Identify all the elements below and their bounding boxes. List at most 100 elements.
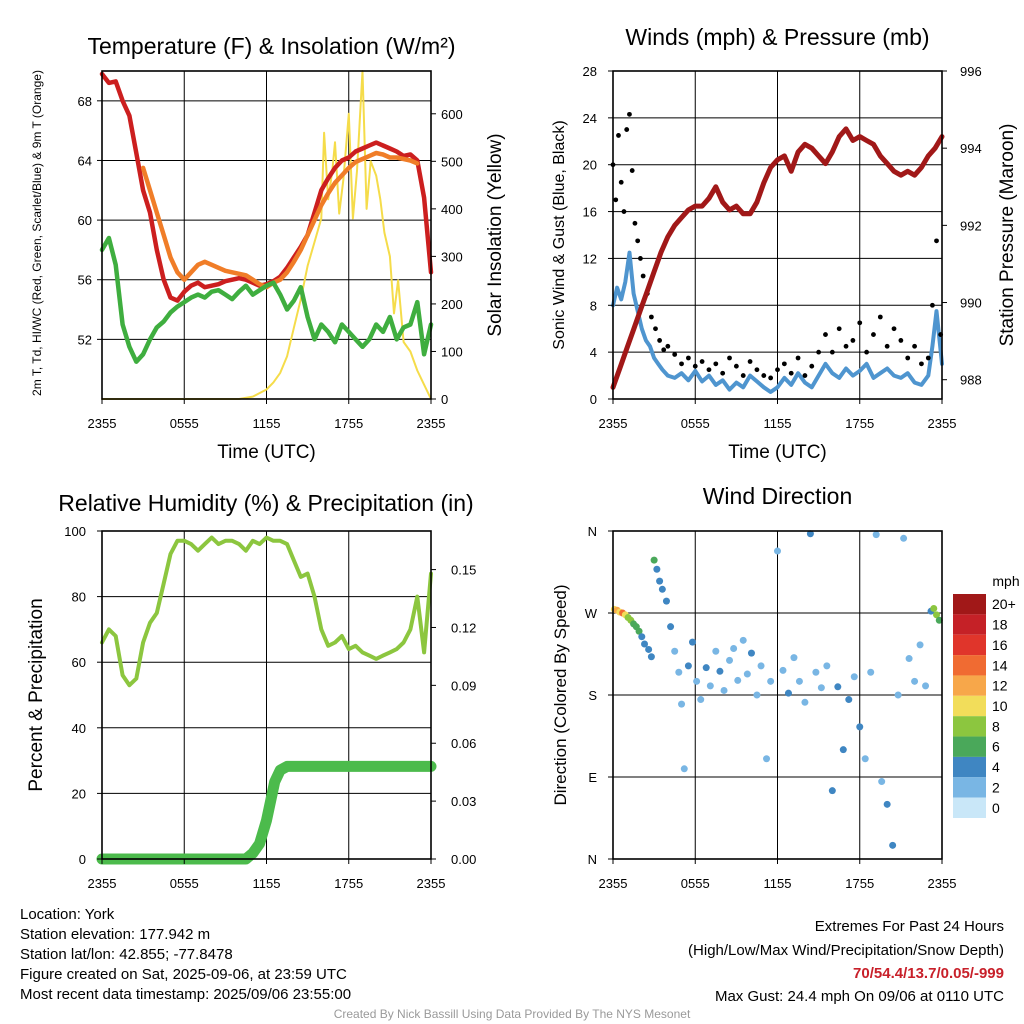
wind-direction-point	[930, 604, 938, 612]
colorbar-label: 18	[992, 617, 1008, 633]
colorbar-label: 20+	[992, 596, 1016, 612]
winds-gust-point	[616, 133, 621, 138]
temperature-series-9m-t	[140, 150, 420, 290]
wind-direction-point	[823, 662, 831, 670]
humidity-xtick-label: 1155	[253, 876, 281, 891]
wind-direction-xtick-label: 0555	[681, 876, 710, 891]
wind-direction-point	[784, 689, 792, 697]
wind-direction-ytick-label: W	[585, 606, 598, 621]
wind-direction-point	[850, 673, 858, 681]
winds-xtick-label: 0555	[681, 416, 710, 431]
winds-gust-point	[672, 352, 678, 357]
colorbar-swatch	[953, 695, 986, 717]
wind-direction-point	[684, 662, 692, 670]
humidity-title: Relative Humidity (%) & Precipitation (i…	[58, 490, 473, 516]
winds-gust-point	[775, 367, 780, 373]
humidity-ylabel: Percent & Precipitation	[26, 598, 47, 791]
temperature-panel	[102, 71, 431, 399]
station-elevation: Station elevation: 177.942 m	[20, 926, 211, 943]
colorbar-label: 0	[992, 800, 1000, 816]
winds-gust-point	[699, 359, 705, 364]
wind-direction-point	[658, 585, 666, 593]
humidity-xtick-label: 1755	[334, 876, 363, 891]
humidity-ytick-label: 60	[72, 655, 86, 670]
wind-direction-point	[716, 667, 724, 675]
temperature-y2tick-label: 400	[441, 202, 463, 217]
credit-line: Created By Nick Bassill Using Data Provi…	[333, 1007, 691, 1021]
winds-gust-point	[727, 355, 732, 361]
wind-direction-point	[845, 696, 853, 704]
wind-direction-point	[905, 655, 913, 663]
winds-gust-point	[912, 343, 917, 349]
wind-direction-point	[647, 653, 655, 661]
winds-gust-point	[640, 273, 646, 279]
wind-direction-point	[720, 686, 728, 694]
wind-direction-point	[662, 597, 670, 605]
temperature-series-insolation	[101, 70, 432, 400]
wind-direction-point	[697, 696, 705, 704]
winds-gust-point	[632, 220, 638, 226]
wind-direction-point	[726, 656, 734, 664]
winds-xtick-label: 1755	[845, 416, 874, 431]
temperature-xtick-label: 1155	[253, 416, 281, 431]
wind-direction-point	[935, 616, 943, 624]
wind-direction-point	[635, 627, 643, 635]
temperature-y2tick-label: 100	[441, 344, 463, 359]
humidity-y2tick-label: 0.06	[451, 736, 476, 751]
wind-direction-xtick-label: 1755	[845, 876, 874, 891]
winds-gust-point	[919, 361, 924, 367]
winds-ytick-label: 12	[583, 251, 597, 266]
winds-ytick-label: 16	[583, 205, 597, 220]
wind-direction-panel	[613, 531, 942, 859]
humidity-y2tick-label: 0.03	[451, 794, 476, 809]
wind-direction-point	[801, 698, 809, 706]
colorbar-swatch	[953, 675, 986, 696]
winds-gust-point	[635, 238, 641, 244]
figure-created: Figure created on Sat, 2025-09-06, at 23…	[20, 966, 347, 983]
wind-direction-point	[757, 662, 765, 670]
winds-gust-point	[685, 355, 691, 361]
winds-gust-point	[653, 326, 658, 332]
temperature-y2tick-label: 500	[441, 154, 463, 169]
winds-gust-point	[809, 363, 815, 369]
winds-gust-point	[788, 370, 794, 376]
colorbar-swatch	[953, 614, 986, 635]
temperature-y2label: Solar Insolation (Yellow)	[485, 133, 506, 336]
station-location: Location: York	[20, 906, 115, 923]
winds-gust-point	[925, 355, 931, 361]
wind-direction-ylabel: Direction (Colored By Speed)	[551, 584, 570, 805]
winds-gust-point	[930, 302, 935, 308]
humidity-ytick-label: 80	[72, 590, 86, 605]
wind-direction-point	[743, 670, 751, 678]
colorbar-swatch	[953, 655, 986, 676]
colorbar-label: 14	[992, 657, 1008, 673]
colorbar-label: 6	[992, 739, 1000, 755]
winds-gust-point	[884, 343, 890, 349]
wind-direction-point	[889, 841, 897, 849]
humidity-ytick-label: 100	[64, 524, 86, 539]
winds-gust-point	[665, 343, 671, 349]
colorbar-label: 4	[992, 759, 1000, 775]
temperature-xtick-label: 1755	[334, 416, 363, 431]
winds-y2tick-label: 996	[960, 64, 982, 79]
temperature-ylabel: 2m T, Td, HI/WC (Red, Green, Scarlet/Blu…	[30, 70, 44, 396]
winds-xtick-label: 1155	[764, 416, 792, 431]
temperature-y2tick-label: 300	[441, 249, 463, 264]
winds-gust-point	[816, 349, 822, 355]
winds-gust-point	[829, 349, 835, 355]
wind-direction-point	[872, 531, 880, 539]
winds-gust-point	[877, 314, 883, 320]
wind-direction-point	[900, 534, 908, 542]
winds-gust-point	[934, 238, 939, 244]
wind-direction-ytick-label: N	[588, 524, 597, 539]
wind-direction-point	[689, 638, 697, 646]
wind-direction-point	[739, 636, 747, 644]
colorbar-swatch	[953, 736, 986, 757]
wind-direction-point	[774, 547, 781, 555]
temperature-title: Temperature (F) & Insolation (W/m²)	[87, 33, 455, 59]
wind-direction-point	[795, 677, 803, 685]
temperature-ytick-label: 64	[78, 153, 92, 168]
colorbar-swatch	[953, 594, 986, 615]
winds-gust-point	[802, 373, 808, 378]
winds-gust-point	[843, 343, 849, 349]
